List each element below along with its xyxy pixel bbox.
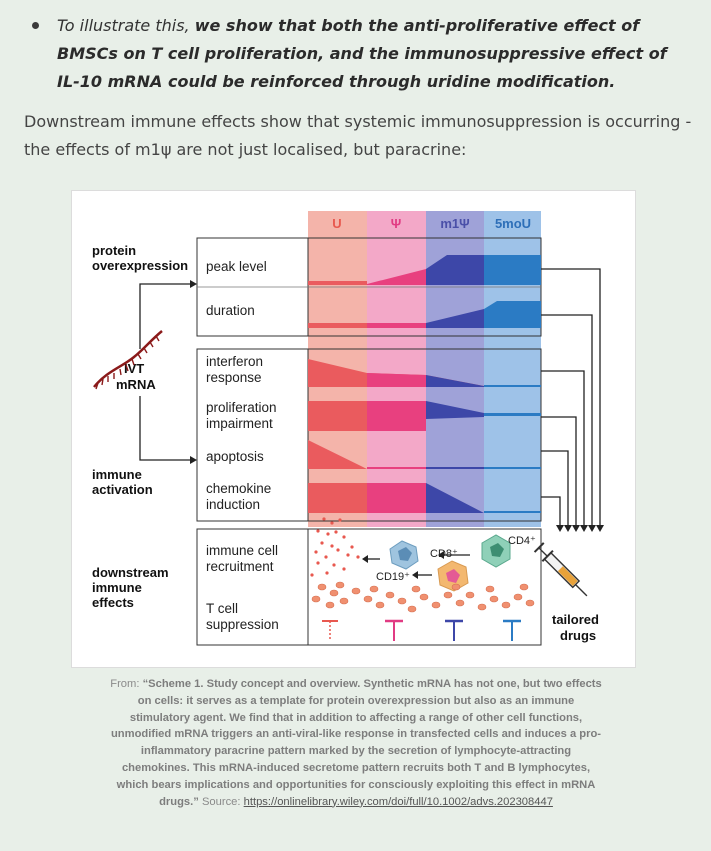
caption-quote: “Scheme 1. Study concept and overview. S…: [110, 678, 602, 808]
label-cd8: CD8⁺: [430, 548, 458, 560]
label-downstream-effects: downstream immune effects: [92, 565, 169, 610]
caption-from: From:: [110, 678, 143, 690]
bullet-text: To illustrate this, we show that both th…: [57, 12, 692, 96]
peak-m1psi-band: [426, 255, 484, 285]
peak-u-band: [308, 281, 367, 285]
mrna-strand-icon: [93, 330, 163, 390]
peak-psi-band: [367, 269, 426, 285]
arrow-to-protein: [139, 283, 190, 349]
interferon-m1psi-band: [426, 375, 484, 387]
right-connector-lines: [541, 268, 601, 525]
peak-5mou-band: [484, 255, 541, 285]
cd8-cell-icon: [389, 540, 419, 570]
label-protein-overexpression: protein overexpression: [92, 243, 188, 273]
apoptosis-psi-band: [367, 467, 426, 469]
row-labels: peak level duration interferon response p…: [206, 259, 279, 632]
scheme-diagram: U Ψ m1Ψ 5moU: [92, 211, 604, 646]
column-header-5mou: 5moU: [495, 216, 531, 231]
bullet-lead: To illustrate this,: [57, 16, 195, 35]
arrowhead: [438, 551, 444, 559]
t-cell-markers: [322, 619, 521, 641]
prolif-psi-band: [367, 401, 426, 431]
row-label-peak: peak level: [206, 259, 267, 274]
row-label-proliferation: proliferation impairment: [206, 400, 277, 431]
chemokine-u-band: [308, 483, 367, 513]
label-cd19: CD19⁺: [376, 571, 410, 583]
row-label-duration: duration: [206, 303, 255, 318]
label-cd4: CD4⁺: [508, 535, 536, 547]
arrowhead: [412, 571, 418, 579]
caption-source-link[interactable]: https://onlinelibrary.wiley.com/doi/full…: [243, 795, 553, 808]
row-label-tcell: T cell suppression: [206, 601, 279, 632]
duration-u-band: [308, 323, 367, 328]
arrowhead: [190, 456, 197, 464]
duration-m1psi-band: [426, 309, 484, 328]
label-tailored-drugs: tailored drugs: [552, 612, 599, 643]
body-paragraph: Downstream immune effects show that syst…: [24, 112, 692, 159]
prolif-m1psi-band: [426, 401, 484, 419]
row-label-chemokine: chemokine induction: [206, 481, 271, 512]
label-ivt-mrna: IVT mRNA: [116, 361, 156, 392]
column-psi-bg: [367, 211, 426, 527]
t-cell-dots: [311, 581, 535, 613]
arrow-to-immune: [139, 396, 190, 461]
chemokine-dots: [310, 517, 360, 577]
duration-5mou-band: [484, 301, 541, 328]
interferon-5mou-band: [484, 385, 541, 387]
bullet-dot: [32, 22, 39, 29]
apoptosis-m1psi-band: [426, 467, 484, 469]
figure-image: U Ψ m1Ψ 5moU: [71, 190, 636, 668]
column-header-u: U: [332, 216, 341, 231]
column-header-m1psi: m1Ψ: [440, 216, 469, 231]
caption-source-label: Source:: [198, 795, 244, 808]
right-arrowheads: [556, 525, 604, 532]
syringe-icon: [533, 542, 588, 597]
interferon-psi-band: [367, 373, 426, 387]
label-immune-activation: immune activation: [92, 467, 153, 497]
bullet-item: To illustrate this, we show that both th…: [32, 12, 692, 96]
row-label-recruitment: immune cell recruitment: [206, 543, 278, 574]
prolif-u-band: [308, 401, 367, 431]
arrowhead: [362, 555, 368, 563]
bullet-bold: we show that both the anti-proliferative…: [57, 16, 667, 91]
chemokine-5mou-band: [484, 511, 541, 513]
arrowhead: [190, 280, 197, 288]
cd19-cell-icon: [437, 560, 469, 592]
chemokine-psi-band: [367, 483, 426, 513]
apoptosis-5mou-band: [484, 467, 541, 469]
immune-activation-box: [196, 348, 542, 522]
apoptosis-u-band: [308, 440, 367, 469]
figure-caption: From: “Scheme 1. Study concept and overv…: [110, 676, 602, 810]
cd4-cell-icon: [481, 534, 511, 568]
row-label-interferon: interferon response: [206, 354, 263, 385]
chemokine-m1psi-band: [426, 483, 484, 513]
column-header-psi: Ψ: [391, 216, 402, 231]
downstream-box: [196, 528, 542, 646]
prolif-5mou-band: [484, 413, 541, 416]
row-label-apoptosis: apoptosis: [206, 449, 264, 464]
duration-psi-band: [367, 323, 426, 328]
